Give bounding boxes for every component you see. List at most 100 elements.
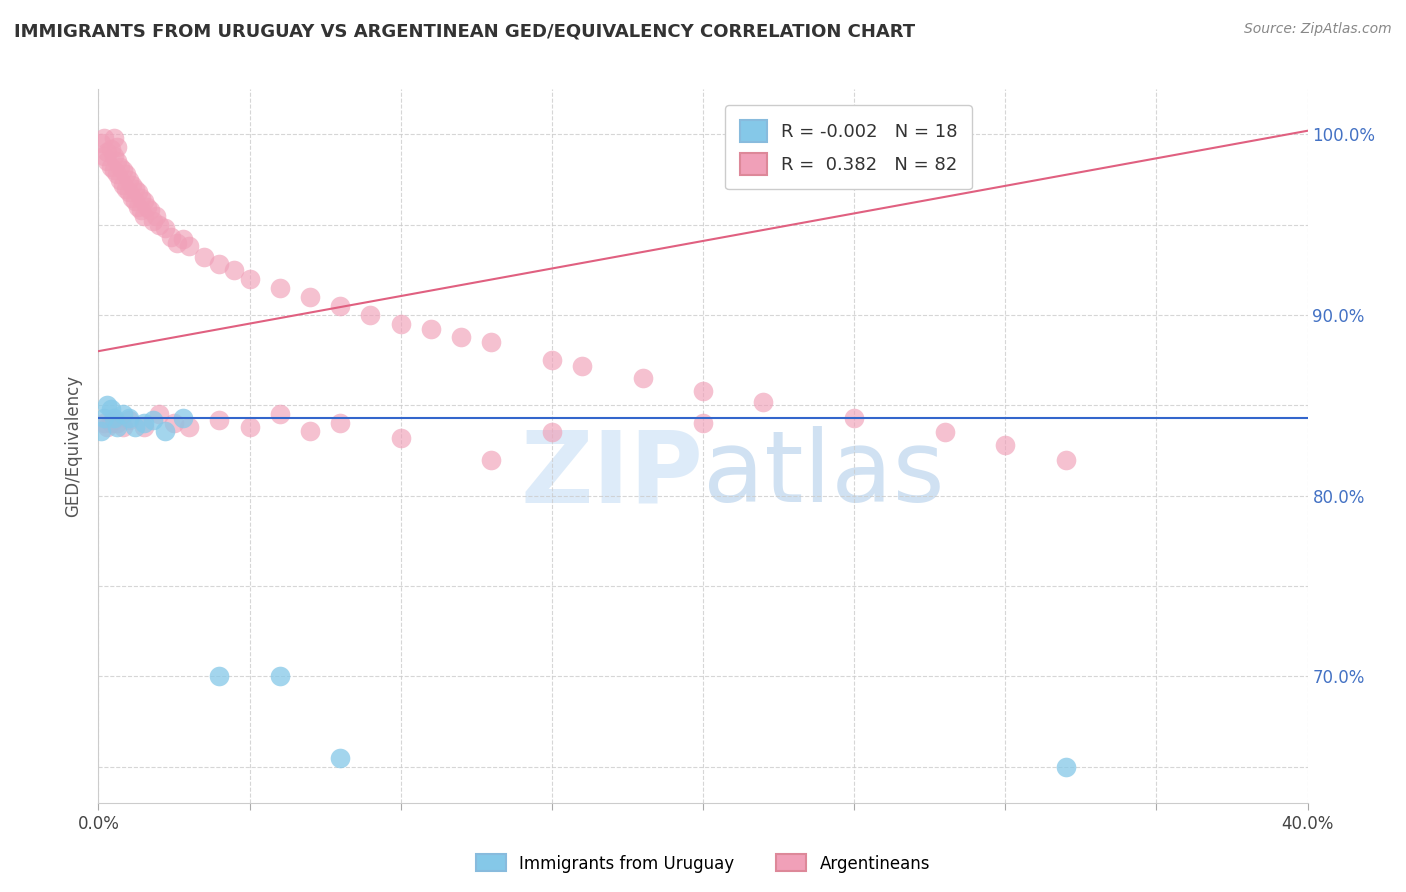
- Point: [153, 424, 176, 438]
- Point: [148, 408, 170, 422]
- Point: [135, 200, 157, 214]
- Point: [389, 431, 412, 445]
- Legend: R = -0.002   N = 18, R =  0.382   N = 82: R = -0.002 N = 18, R = 0.382 N = 82: [725, 105, 972, 189]
- Point: [111, 163, 134, 178]
- Point: [208, 413, 231, 427]
- Point: [108, 160, 131, 174]
- Point: [111, 420, 134, 434]
- Point: [329, 417, 352, 431]
- Point: [1054, 452, 1077, 467]
- Point: [172, 411, 194, 425]
- Point: [105, 140, 128, 154]
- Point: [208, 257, 231, 271]
- Point: [93, 411, 115, 425]
- Point: [111, 408, 134, 422]
- Point: [129, 203, 152, 218]
- Point: [145, 209, 167, 223]
- Point: [329, 750, 352, 764]
- Point: [142, 214, 165, 228]
- Point: [179, 239, 201, 253]
- Point: [121, 178, 143, 192]
- Point: [105, 154, 128, 169]
- Point: [299, 290, 322, 304]
- Point: [153, 221, 176, 235]
- Point: [179, 420, 201, 434]
- Point: [224, 263, 246, 277]
- Point: [100, 142, 122, 156]
- Point: [193, 250, 215, 264]
- Point: [108, 172, 131, 186]
- Point: [450, 329, 472, 343]
- Point: [1054, 759, 1077, 773]
- Point: [166, 235, 188, 250]
- Point: [172, 232, 194, 246]
- Point: [239, 420, 262, 434]
- Point: [127, 200, 149, 214]
- Point: [129, 191, 152, 205]
- Text: atlas: atlas: [703, 426, 945, 523]
- Point: [100, 401, 122, 416]
- Point: [540, 425, 562, 440]
- Point: [118, 185, 141, 199]
- Point: [118, 413, 141, 427]
- Point: [114, 181, 136, 195]
- Text: ZIP: ZIP: [520, 426, 703, 523]
- Point: [118, 411, 141, 425]
- Point: [844, 411, 866, 425]
- Point: [329, 299, 352, 313]
- Point: [163, 417, 186, 431]
- Point: [105, 167, 128, 181]
- Point: [160, 230, 183, 244]
- Point: [124, 194, 146, 209]
- Point: [481, 452, 503, 467]
- Point: [124, 420, 146, 434]
- Point: [692, 417, 714, 431]
- Point: [571, 359, 593, 373]
- Point: [96, 145, 118, 160]
- Point: [105, 420, 128, 434]
- Point: [90, 424, 112, 438]
- Point: [208, 669, 231, 683]
- Point: [103, 411, 125, 425]
- Point: [692, 384, 714, 398]
- Point: [96, 154, 118, 169]
- Point: [269, 281, 291, 295]
- Point: [994, 438, 1017, 452]
- Point: [103, 413, 125, 427]
- Point: [100, 417, 122, 431]
- Point: [96, 420, 118, 434]
- Point: [132, 194, 155, 209]
- Point: [360, 308, 382, 322]
- Point: [132, 420, 155, 434]
- Point: [103, 149, 125, 163]
- Point: [90, 136, 112, 151]
- Point: [389, 317, 412, 331]
- Point: [121, 191, 143, 205]
- Point: [752, 394, 775, 409]
- Point: [114, 167, 136, 181]
- Point: [269, 408, 291, 422]
- Point: [420, 322, 443, 336]
- Point: [93, 417, 115, 431]
- Point: [132, 209, 155, 223]
- Point: [139, 203, 162, 218]
- Point: [239, 272, 262, 286]
- Point: [103, 163, 125, 178]
- Text: IMMIGRANTS FROM URUGUAY VS ARGENTINEAN GED/EQUIVALENCY CORRELATION CHART: IMMIGRANTS FROM URUGUAY VS ARGENTINEAN G…: [14, 22, 915, 40]
- Text: Source: ZipAtlas.com: Source: ZipAtlas.com: [1244, 22, 1392, 37]
- Point: [100, 160, 122, 174]
- Point: [96, 398, 118, 412]
- Point: [142, 413, 165, 427]
- Point: [111, 178, 134, 192]
- Point: [118, 172, 141, 186]
- Point: [540, 353, 562, 368]
- Y-axis label: GED/Equivalency: GED/Equivalency: [65, 375, 83, 517]
- Point: [127, 185, 149, 199]
- Point: [934, 425, 956, 440]
- Point: [148, 218, 170, 232]
- Point: [299, 424, 322, 438]
- Point: [105, 417, 128, 431]
- Point: [631, 371, 654, 385]
- Point: [481, 335, 503, 350]
- Point: [269, 669, 291, 683]
